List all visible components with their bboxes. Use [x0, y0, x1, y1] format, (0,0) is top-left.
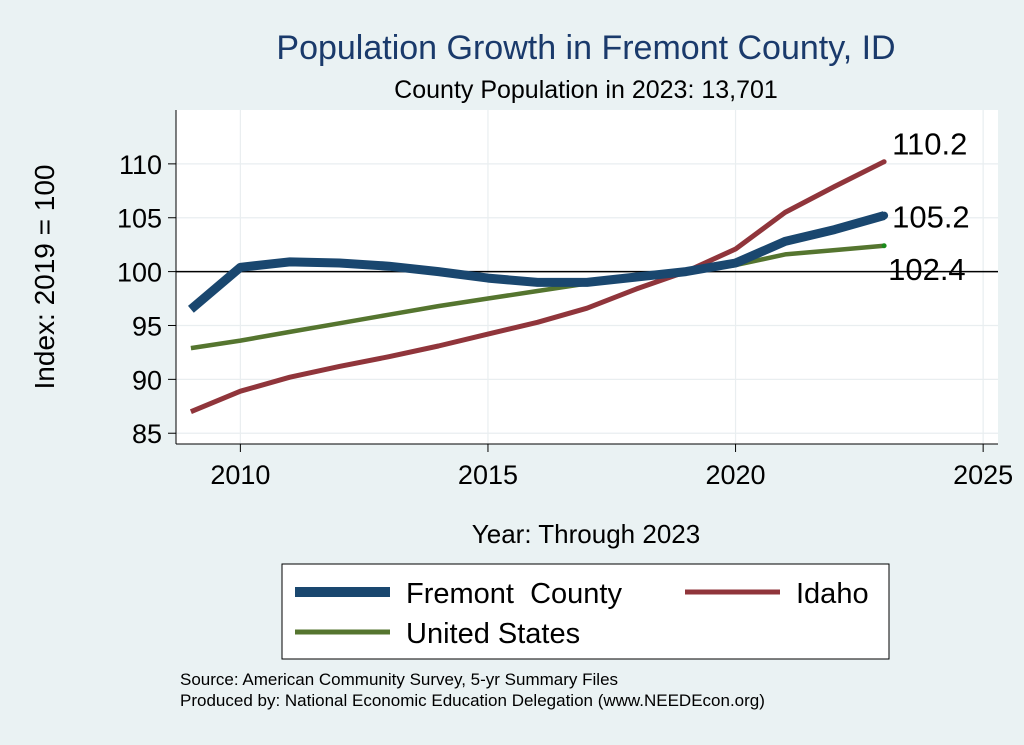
x-tick-label: 2020: [706, 460, 766, 490]
series-line-fremont-county: [187, 211, 886, 313]
axes: 85 90 95 100 105 110 2010 2015 2020 2025: [117, 110, 1013, 490]
y-tick-label: 90: [132, 365, 162, 395]
producer-note: Produced by: National Economic Education…: [180, 691, 765, 710]
series-line-idaho: [189, 159, 886, 415]
chart-subtitle: County Population in 2023: 13,701: [394, 76, 778, 104]
series-lines: [187, 159, 889, 415]
series-line-united-states-endpoint: [881, 243, 887, 249]
y-tick-label: 95: [132, 311, 162, 341]
end-labels: 105.2 110.2 102.4: [888, 127, 970, 287]
x-tick-label: 2010: [210, 460, 270, 490]
y-tick-label: 105: [117, 204, 162, 234]
y-tick-label: 100: [117, 258, 162, 288]
series-line-united-states: [190, 243, 885, 351]
x-tick-label: 2015: [458, 460, 518, 490]
x-tick-label: 2025: [953, 460, 1013, 490]
legend-label-united-states: United States: [406, 618, 580, 650]
legend-label-fremont: Fremont County: [406, 578, 622, 610]
end-label-united-states: 102.4: [888, 252, 966, 287]
end-label-fremont-county: 105.2: [892, 200, 970, 235]
y-axis-title: Index: 2019 = 100: [29, 165, 60, 390]
grid-lines: [176, 110, 998, 444]
source-note: Source: American Community Survey, 5-yr …: [180, 670, 619, 689]
plot-area: [176, 110, 998, 444]
end-label-idaho: 110.2: [892, 127, 967, 162]
legend-label-idaho: Idaho: [796, 578, 869, 610]
legend: Fremont County Idaho United States: [281, 563, 890, 660]
series-line-fremont-county-endpoint: [880, 211, 889, 220]
chart-title: Population Growth in Fremont County, ID: [276, 29, 895, 67]
y-tick-label: 110: [119, 150, 162, 180]
legend-box: [281, 563, 890, 660]
x-axis-title: Year: Through 2023: [472, 519, 700, 549]
y-tick-label: 85: [132, 419, 162, 449]
series-line-idaho-endpoint: [881, 159, 887, 165]
